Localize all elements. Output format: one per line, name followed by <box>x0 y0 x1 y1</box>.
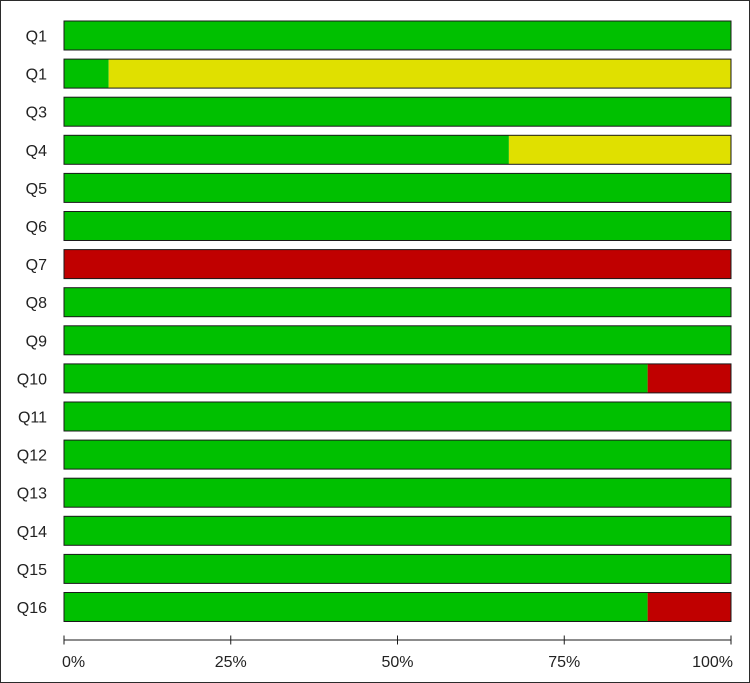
bar-segment-2-1 <box>64 59 109 89</box>
bar-outline-10 <box>63 363 732 394</box>
bars-layer <box>63 20 732 622</box>
bar-outline-1 <box>63 20 732 51</box>
bar-outline-8 <box>63 287 732 318</box>
x-axis: 0% 25% 50% 75% 100% <box>62 635 733 671</box>
bar-segment-13-1 <box>64 478 731 508</box>
bar-segment-8-1 <box>64 287 731 317</box>
category-label-12: Q12 <box>17 448 47 465</box>
bar-outline-7 <box>63 249 732 280</box>
bar-segment-4-2 <box>508 135 731 165</box>
bar-outline-16 <box>63 592 732 622</box>
bar-segment-14-1 <box>64 516 731 546</box>
x-tick-label-5: 100% <box>692 654 733 671</box>
category-label-6: Q6 <box>26 219 47 236</box>
x-tick-label-2: 25% <box>215 654 247 671</box>
category-labels: Q1 Q1 Q3 Q4 Q5 Q6 Q7 Q8 Q9 Q10 Q11 Q12 Q13 Q14 Q15 Q16 <box>17 29 47 618</box>
bar-outline-12 <box>63 439 732 470</box>
category-label-4: Q4 <box>26 143 47 160</box>
category-label-10: Q10 <box>17 371 47 388</box>
bar-outline-3 <box>63 96 732 127</box>
category-label-3: Q3 <box>26 105 47 122</box>
bar-outline-15 <box>63 553 732 584</box>
category-label-16: Q16 <box>17 600 47 617</box>
category-label-2: Q1 <box>26 67 47 84</box>
category-label-13: Q13 <box>17 486 47 503</box>
bar-outline-13 <box>63 477 732 508</box>
bar-outline-9 <box>63 325 732 356</box>
bar-segment-2-2 <box>108 59 731 89</box>
bar-segment-15-1 <box>64 554 731 584</box>
x-tick-label-3: 50% <box>381 654 413 671</box>
bar-segment-9-1 <box>64 325 731 355</box>
x-tick-label-1: 0% <box>62 654 85 671</box>
category-label-5: Q5 <box>26 181 47 198</box>
bar-segment-16-1 <box>64 592 648 622</box>
category-label-7: Q7 <box>26 257 47 274</box>
bar-outline-6 <box>63 211 732 241</box>
category-label-9: Q9 <box>26 333 47 350</box>
bar-segment-10-3 <box>647 363 732 393</box>
bar-segment-4-1 <box>64 135 509 165</box>
bar-outline-5 <box>63 172 732 203</box>
category-label-1: Q1 <box>26 29 47 46</box>
category-label-11: Q11 <box>18 410 47 427</box>
category-label-15: Q15 <box>17 562 47 579</box>
bar-segment-10-1 <box>64 363 648 393</box>
bar-segment-12-1 <box>64 440 731 470</box>
bar-outline-11 <box>63 401 732 432</box>
bar-segment-5-1 <box>64 173 731 203</box>
bar-segment-11-1 <box>64 402 731 431</box>
bar-outline-2 <box>63 58 732 89</box>
category-label-8: Q8 <box>26 295 47 312</box>
bar-segment-6-1 <box>64 211 731 241</box>
bar-segment-3-1 <box>64 97 731 127</box>
x-tick-label-4: 75% <box>548 654 580 671</box>
bar-outline-14 <box>63 515 732 546</box>
bar-segment-1-1 <box>64 21 731 50</box>
category-label-14: Q14 <box>17 524 47 541</box>
bar-outline-4 <box>63 134 732 165</box>
bar-segment-16-3 <box>647 592 732 622</box>
bar-segment-7-3 <box>64 249 731 279</box>
